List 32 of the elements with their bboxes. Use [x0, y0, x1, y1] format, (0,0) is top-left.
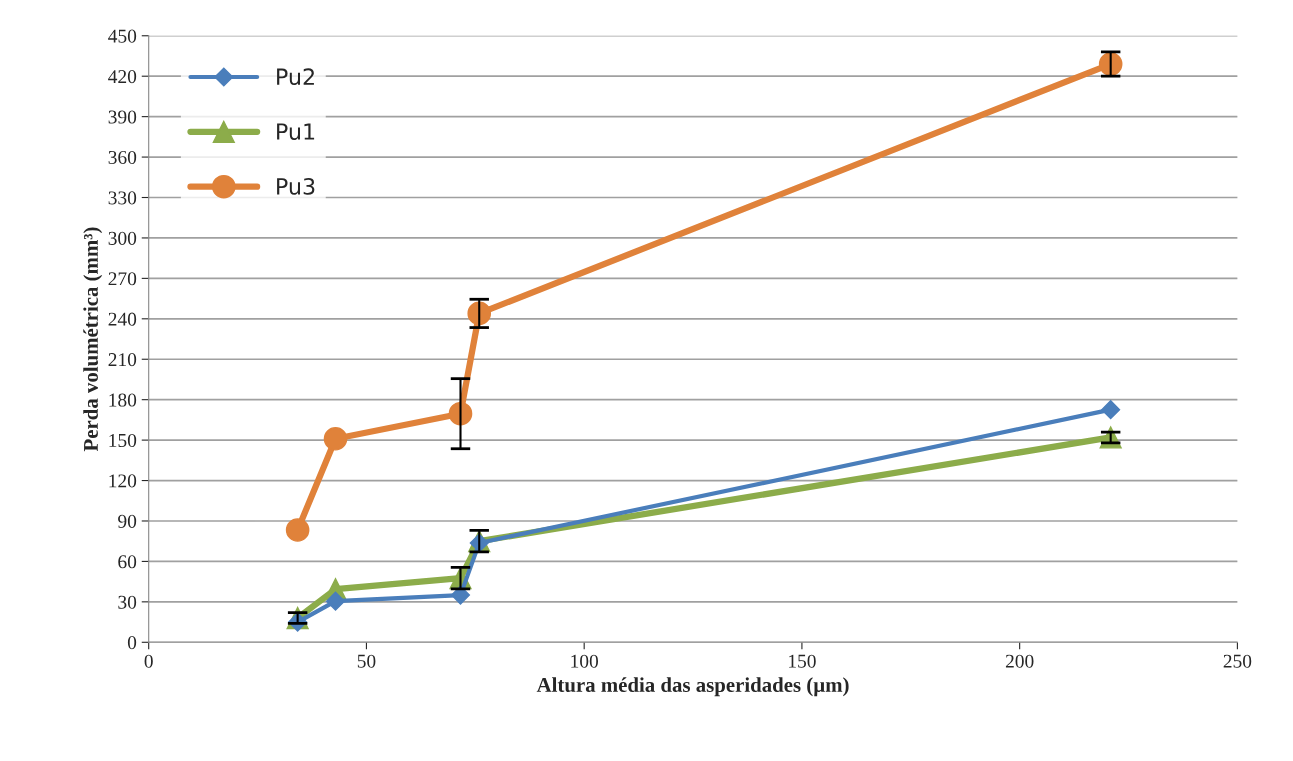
y-tick-label: 270: [108, 272, 137, 286]
y-tick-label: 420: [108, 70, 137, 84]
x-tick-label: 50: [357, 654, 376, 668]
x-tick-label: 0: [144, 654, 153, 668]
point: [1101, 400, 1121, 420]
y-tick-label: 360: [108, 150, 137, 165]
y-tick-label: 330: [108, 191, 137, 205]
y-tick-label: 240: [108, 312, 137, 326]
y-tick-label: 210: [108, 353, 137, 367]
x-tick-label: 100: [571, 654, 599, 668]
x-tick-label: 200: [1005, 654, 1034, 668]
x-axis-title: Altura média das asperidades (µm): [536, 677, 849, 697]
legend-label: Pu3: [277, 177, 315, 195]
point: [450, 585, 471, 605]
y-axis-title: Perda volumétrica (mm³): [83, 227, 103, 452]
x-tick-label: 250: [1223, 654, 1252, 668]
y-tick-label: 60: [118, 555, 137, 569]
y-tick-label: 150: [109, 433, 137, 448]
y-tick-label: 300: [108, 231, 137, 245]
y-tick-label: 180: [109, 393, 137, 407]
legend-label: Pu1: [277, 123, 315, 140]
x-tick-label: 150: [789, 654, 816, 668]
point: [323, 426, 348, 451]
point: [285, 518, 310, 542]
legend-label: Pu2: [277, 68, 314, 86]
y-tick-label: 30: [118, 595, 137, 609]
y-tick-label: 0: [127, 636, 137, 650]
y-tick-label: 390: [108, 110, 137, 124]
point: [325, 591, 346, 611]
y-tick-label: 90: [118, 514, 137, 528]
y-tick-label: 450: [108, 29, 137, 43]
y-tick-label: 120: [109, 474, 137, 488]
